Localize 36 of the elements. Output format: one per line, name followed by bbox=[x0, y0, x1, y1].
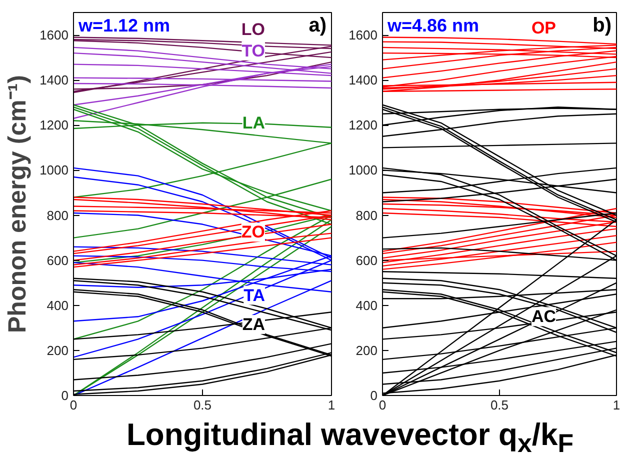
y-tick-label: 200 bbox=[46, 342, 69, 358]
annotation: b) bbox=[592, 14, 612, 36]
series-label: AC bbox=[531, 307, 556, 326]
x-tick-label: 0.5 bbox=[193, 398, 212, 412]
y-tick-label: 1200 bbox=[348, 118, 378, 133]
y-tick-label: 1600 bbox=[348, 28, 378, 43]
y-tick-label: 200 bbox=[356, 342, 378, 358]
y-tick-label: 1400 bbox=[40, 72, 68, 88]
series-label: OP bbox=[531, 18, 556, 38]
x-tick-label: 0.5 bbox=[490, 398, 509, 412]
series-label: TA bbox=[244, 286, 266, 305]
y-tick-label: 800 bbox=[46, 208, 69, 223]
chart-title: w=1.12 nm bbox=[78, 16, 170, 36]
y-tick-label: 400 bbox=[356, 298, 378, 313]
y-tick-label: 600 bbox=[46, 252, 69, 268]
y-tick-label: 1600 bbox=[40, 28, 68, 43]
y-tick-label: 1400 bbox=[348, 72, 378, 88]
series-label: ZO bbox=[241, 222, 265, 242]
chart-title: w=4.86 nm bbox=[386, 16, 480, 36]
x-axis-title: Longitudinal wavevector q$_{x}$/k$_{F}$ bbox=[126, 417, 574, 460]
y-tick-label: 0 bbox=[370, 388, 378, 403]
y-tick-label: 800 bbox=[356, 208, 378, 223]
y-tick-label: 1200 bbox=[40, 118, 68, 133]
y-tick-label: 1000 bbox=[348, 162, 378, 178]
y-tick-label: 400 bbox=[46, 298, 69, 313]
y-tick-label: 1000 bbox=[40, 162, 68, 178]
series-label: LO bbox=[241, 20, 265, 39]
series-label: ZA bbox=[242, 315, 266, 334]
y-axis-title: Phonon energy (cm⁻¹) bbox=[4, 74, 32, 334]
x-tick-label: 1 bbox=[328, 398, 336, 412]
annotation: a) bbox=[308, 14, 327, 36]
x-tick-label: 1 bbox=[612, 398, 620, 412]
y-tick-label: 600 bbox=[356, 252, 378, 268]
series-label: LA bbox=[242, 113, 266, 132]
series-label: TO bbox=[242, 41, 266, 60]
y-tick-label: 0 bbox=[61, 388, 69, 403]
